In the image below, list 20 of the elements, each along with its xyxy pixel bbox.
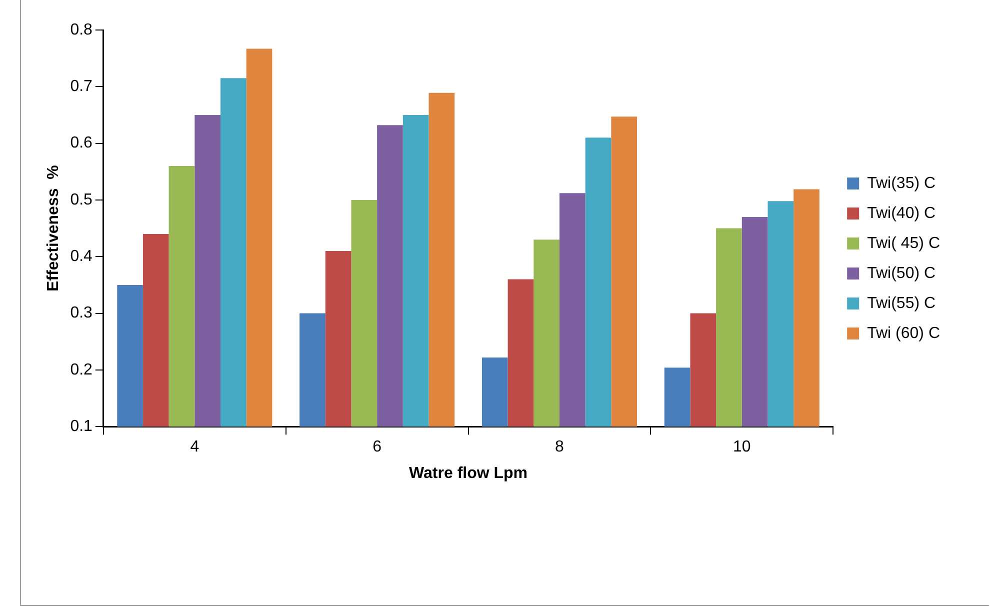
- legend-label: Twi(55) C: [867, 294, 936, 312]
- y-tick-label: 0.7: [70, 78, 93, 96]
- y-tick-label: 0.4: [70, 248, 93, 266]
- legend-label: Twi(50) C: [867, 264, 936, 282]
- y-tick-label: 0.2: [70, 361, 93, 378]
- x-tick-label: 6: [372, 438, 382, 456]
- y-axis-title: Effectiveness %: [45, 165, 62, 292]
- legend-label: Twi (60) C: [867, 324, 940, 342]
- y-tick-label: 0.6: [70, 134, 93, 152]
- legend-label: Twi(40) C: [867, 204, 936, 222]
- x-tick-label: 4: [190, 438, 200, 456]
- x-axis-title: Watre flow Lpm: [409, 464, 528, 482]
- legend-label: Twi( 45) C: [867, 234, 940, 252]
- legend-label: Twi(35) C: [867, 174, 936, 192]
- y-tick-label: 0.3: [70, 304, 93, 322]
- y-tick-label: 0.5: [70, 191, 93, 208]
- x-tick-label: 10: [732, 438, 751, 456]
- y-tick-label: 0.1: [70, 418, 93, 436]
- y-tick-label: 0.8: [70, 21, 93, 38]
- x-tick-label: 8: [555, 438, 564, 456]
